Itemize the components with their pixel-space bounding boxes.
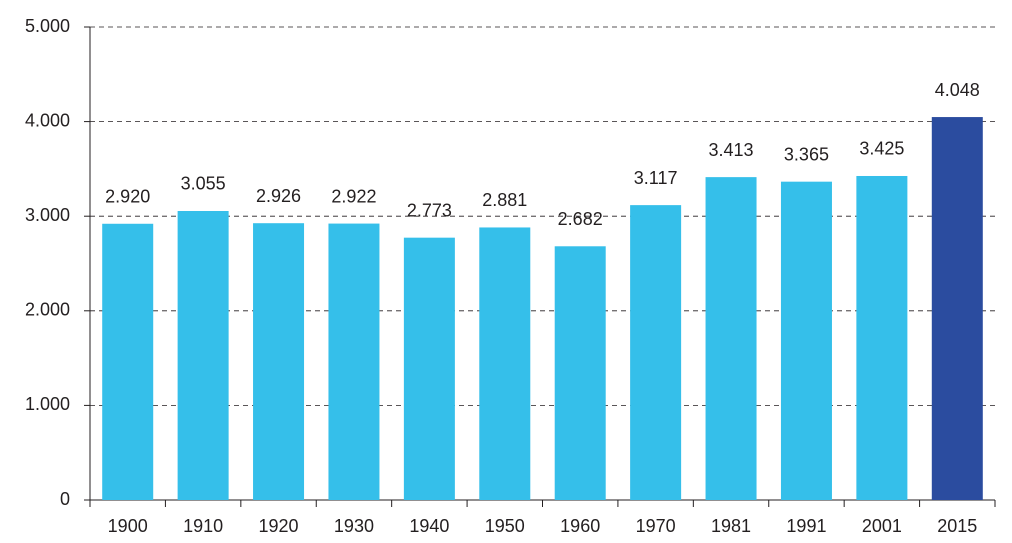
y-tick-label: 2.000 xyxy=(25,300,70,320)
bar xyxy=(780,181,832,500)
bar xyxy=(856,175,908,500)
x-tick-label: 2015 xyxy=(937,516,977,536)
x-tick-label: 1930 xyxy=(334,516,374,536)
value-label: 2.922 xyxy=(331,186,376,206)
bar xyxy=(630,205,682,500)
bar xyxy=(403,237,455,500)
value-label: 4.048 xyxy=(935,80,980,100)
x-tick-label: 1940 xyxy=(409,516,449,536)
value-label: 3.413 xyxy=(709,140,754,160)
value-label: 2.773 xyxy=(407,200,452,220)
bar xyxy=(931,117,983,500)
y-tick-label: 3.000 xyxy=(25,205,70,225)
x-tick-label: 2001 xyxy=(862,516,902,536)
value-label: 3.425 xyxy=(859,139,904,159)
value-label: 2.926 xyxy=(256,186,301,206)
x-tick-label: 1950 xyxy=(485,516,525,536)
bar xyxy=(479,227,531,500)
value-label: 3.365 xyxy=(784,144,829,164)
value-label: 3.117 xyxy=(634,168,678,188)
value-label: 3.055 xyxy=(181,174,226,194)
x-tick-label: 1991 xyxy=(786,516,826,536)
y-tick-label: 4.000 xyxy=(25,110,70,130)
value-label: 2.920 xyxy=(105,187,150,207)
x-tick-label: 1970 xyxy=(636,516,676,536)
bar xyxy=(253,223,305,501)
x-tick-label: 1900 xyxy=(108,516,148,536)
value-label: 2.881 xyxy=(482,190,527,210)
bar xyxy=(705,177,757,501)
bar xyxy=(328,223,380,500)
value-label: 2.682 xyxy=(558,209,603,229)
x-tick-label: 1960 xyxy=(560,516,600,536)
bar xyxy=(177,210,229,500)
x-tick-label: 1910 xyxy=(183,516,223,536)
x-tick-label: 1920 xyxy=(259,516,299,536)
bar xyxy=(102,223,154,500)
bar xyxy=(554,246,606,500)
y-tick-label: 1.000 xyxy=(25,394,70,414)
y-tick-label: 5.000 xyxy=(25,16,70,36)
x-tick-label: 1981 xyxy=(711,516,751,536)
y-tick-label: 0 xyxy=(60,489,70,509)
